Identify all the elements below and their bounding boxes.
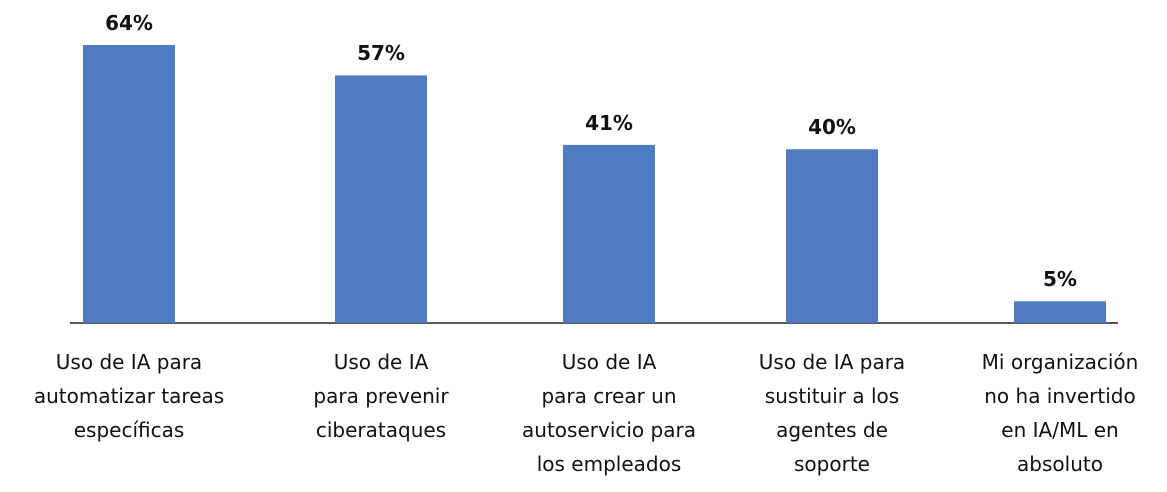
- bar: [335, 75, 427, 323]
- x-tick-label: Uso de IA para crear un autoservicio par…: [522, 350, 696, 476]
- x-tick-label: Mi organización no ha invertido en IA/ML…: [981, 350, 1139, 476]
- value-label: 64%: [105, 11, 153, 35]
- x-tick-label: Uso de IA para prevenir ciberataques: [313, 350, 449, 442]
- bar: [1014, 301, 1106, 323]
- value-label: 5%: [1043, 267, 1077, 292]
- bar: [563, 144, 655, 323]
- bar: [83, 45, 175, 323]
- value-label: 57%: [357, 41, 405, 66]
- value-label: 40%: [808, 115, 856, 140]
- value-label: 41%: [585, 110, 633, 135]
- bar: [786, 149, 878, 323]
- x-tick-label: Uso de IA para automatizar tareas especí…: [33, 350, 225, 442]
- x-tick-label: Uso de IA para sustituir a los agentes d…: [758, 350, 906, 476]
